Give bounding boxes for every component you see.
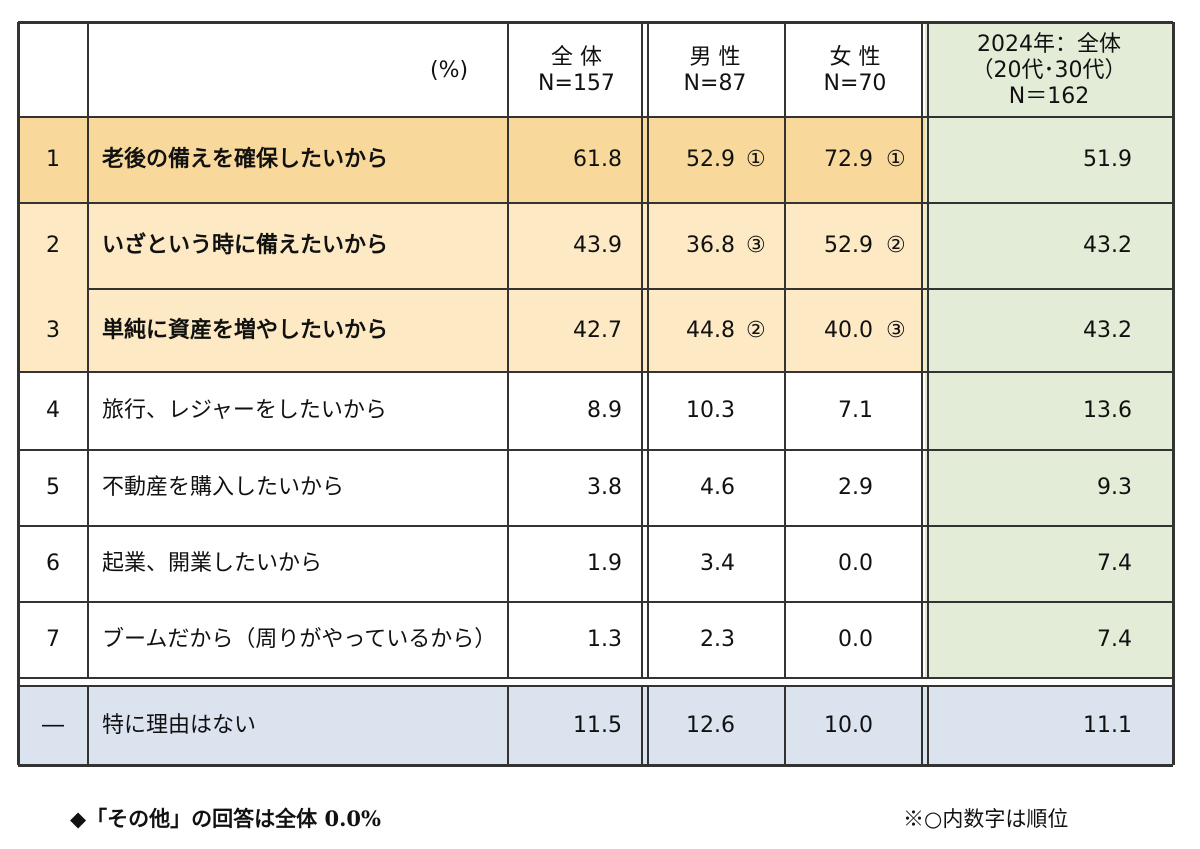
rank: ― (42, 712, 64, 738)
row-label: 特に理由はない (102, 712, 257, 738)
value-all: 1.3 (587, 627, 622, 652)
value-all: 42.7 (573, 317, 622, 343)
h-line (18, 763, 1173, 767)
v-line (641, 22, 643, 678)
h-line (18, 202, 1173, 204)
value-2024: 13.6 (1083, 398, 1132, 423)
value-2024: 43.2 (1083, 233, 1132, 258)
rank: 1 (46, 147, 60, 172)
v-line (1171, 22, 1175, 765)
value-2024: 7.4 (1097, 551, 1132, 576)
h-line (18, 525, 1173, 527)
row-label: 単純に資産を増やしたいから (102, 317, 389, 343)
row-label: いざという時に備えたいから (102, 233, 389, 258)
value-2024: 7.4 (1097, 627, 1132, 652)
column-header: N=87 (683, 70, 747, 96)
column-header: 2024年：全体 (977, 31, 1121, 57)
note-left: ◆「その他」の回答は全体 0.0% (70, 806, 381, 831)
h-line (18, 601, 1173, 603)
v-line (647, 22, 649, 678)
column-header: 全 体 (551, 44, 602, 70)
v-line (16, 22, 20, 765)
value-male: 36.8 (686, 233, 735, 258)
rank: 6 (46, 551, 60, 576)
v-line (784, 686, 786, 765)
rank: 7 (46, 627, 60, 652)
note-right: ※○内数字は順位 (903, 807, 1069, 831)
h-line (18, 116, 1173, 118)
h-line (18, 684, 1173, 688)
value-female: 0.0 (838, 551, 873, 576)
v-line (87, 22, 89, 678)
rank: 3 (46, 317, 60, 343)
value-male: 3.4 (700, 551, 735, 576)
value-male: 4.6 (700, 475, 735, 500)
value-all: 61.8 (573, 147, 622, 172)
row-label: 起業、開業したいから (102, 551, 323, 576)
value-female: 40.0 (824, 317, 873, 343)
value-female: 72.9 (824, 147, 873, 172)
v-line (507, 22, 509, 678)
female-rank: ③ (886, 317, 906, 343)
value-female: 52.9 (824, 233, 873, 258)
value-all: 1.9 (587, 551, 622, 576)
male-rank: ② (746, 317, 766, 343)
v-line (507, 686, 509, 765)
rank: 2 (46, 233, 60, 258)
value-male: 10.3 (686, 398, 735, 423)
value-female: 0.0 (838, 627, 873, 652)
row-label: 不動産を購入したいから (102, 475, 345, 500)
v-line (921, 686, 923, 765)
v-line (921, 22, 923, 678)
value-male: 12.6 (686, 712, 735, 738)
value-2024: 51.9 (1083, 147, 1132, 172)
cell-bg (18, 686, 1173, 765)
row-label: 旅行、レジャーをしたいから (102, 398, 387, 423)
female-rank: ① (886, 147, 906, 172)
h-line (88, 288, 1173, 290)
cell-bg (18, 117, 925, 203)
h-line (18, 371, 1173, 373)
value-female: 10.0 (824, 712, 873, 738)
v-line (927, 22, 929, 678)
value-2024: 43.2 (1083, 317, 1132, 343)
column-header: 女 性 (829, 44, 881, 70)
value-all: 43.9 (573, 233, 622, 258)
column-header: N＝162 (1008, 83, 1090, 109)
column-header: N=157 (538, 70, 615, 96)
value-male: 52.9 (686, 147, 735, 172)
row-label: 老後の備えを確保したいから (102, 147, 389, 172)
rank: 4 (46, 398, 60, 423)
male-rank: ① (746, 147, 766, 172)
column-header: N=70 (823, 70, 887, 96)
h-line (18, 449, 1173, 451)
cell-bg (925, 22, 1173, 678)
value-2024: 9.3 (1097, 475, 1132, 500)
h-line (18, 676, 1173, 680)
value-male: 44.8 (686, 317, 735, 343)
v-line (641, 686, 643, 765)
column-header: （20代･30代） (971, 57, 1127, 83)
value-female: 7.1 (838, 398, 873, 423)
female-rank: ② (886, 233, 906, 258)
value-2024: 11.1 (1083, 712, 1132, 738)
value-all: 8.9 (587, 398, 622, 423)
rank: 5 (46, 475, 60, 500)
row-label: ブームだから（周りがやっているから） (102, 627, 497, 652)
value-female: 2.9 (838, 475, 873, 500)
male-rank: ③ (746, 233, 766, 258)
v-line (87, 686, 89, 765)
h-line (18, 20, 1173, 24)
value-all: 11.5 (573, 712, 622, 738)
v-line (927, 686, 929, 765)
v-line (784, 22, 786, 678)
cell-bg (18, 203, 925, 372)
value-male: 2.3 (700, 627, 735, 652)
value-all: 3.8 (587, 475, 622, 500)
v-line (647, 686, 649, 765)
unit-label: (%) (430, 58, 469, 83)
column-header: 男 性 (689, 44, 741, 70)
